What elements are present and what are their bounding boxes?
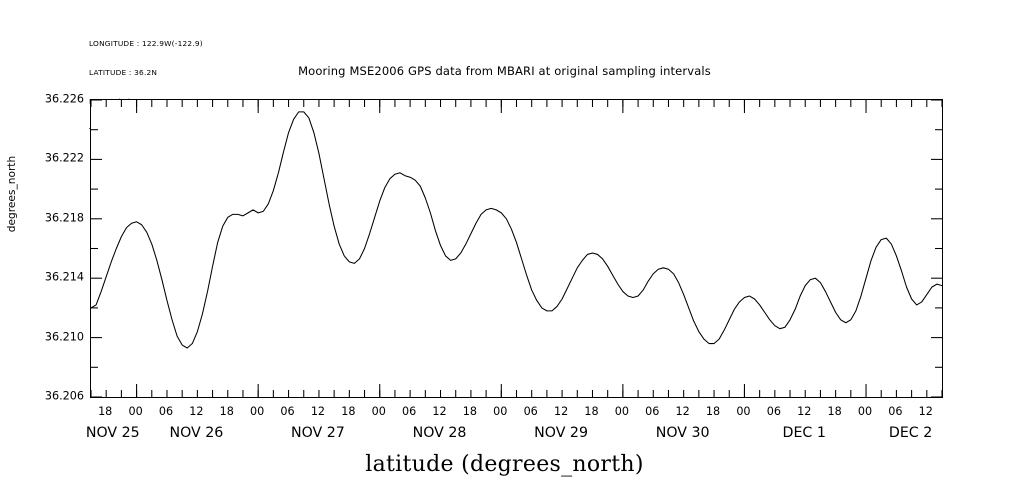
x-tick-hour-label: 06 xyxy=(523,405,538,418)
y-tick-label: 36.226 xyxy=(44,92,84,106)
y-tick-label: 36.206 xyxy=(44,389,84,403)
x-tick-hour-label: 06 xyxy=(645,405,660,418)
x-tick-hour-label: 18 xyxy=(462,405,478,418)
y-tick-label: 36.210 xyxy=(44,330,84,344)
x-tick-hour-label: 00 xyxy=(371,405,386,418)
x-tick-day-label: NOV 28 xyxy=(412,425,467,441)
x-tick-day-label: DEC 1 xyxy=(782,425,826,441)
x-tick-hour-label: 12 xyxy=(553,405,569,418)
x-tick-hour-label: 00 xyxy=(857,405,873,418)
data-line-latitude xyxy=(91,111,942,349)
x-tick-hour-label: 06 xyxy=(888,405,903,418)
x-tick-hour-label: 00 xyxy=(736,405,751,418)
y-tick-label: 36.218 xyxy=(44,211,84,225)
x-axis-hour-labels: 18 00 06 12 18 00 06 12 18 00 06 12 18 00 06 12 18 00 06 12… xyxy=(90,405,941,421)
y-tick-label: 36.214 xyxy=(44,270,84,284)
x-tick-hour-label: 12 xyxy=(675,405,690,418)
x-tick-hour-label: 00 xyxy=(250,405,265,418)
x-tick-day-label: NOV 26 xyxy=(169,425,224,441)
series-plot xyxy=(91,100,942,397)
x-axis-day-labels: NOV 25 NOV 26 NOV 27 NOV 28 NOV 29 NOV 30 DEC … xyxy=(86,425,941,445)
x-tick-day-label: NOV 29 xyxy=(534,425,588,441)
x-tick-hour-label: 18 xyxy=(341,405,356,418)
metadata-longitude: LONGITUDE : 122.9W(-122.9) xyxy=(89,39,203,49)
x-tick-hour-label: 18 xyxy=(219,405,234,418)
x-tick-hour-label: 00 xyxy=(614,405,629,418)
x-tick-hour-label: 12 xyxy=(189,405,204,418)
x-tick-hour-label: 12 xyxy=(797,405,812,418)
axis-ticks xyxy=(91,100,942,397)
x-tick-day-label: NOV 30 xyxy=(655,425,710,441)
x-tick-hour-label: 06 xyxy=(280,405,295,418)
x-tick-hour-label: 00 xyxy=(128,405,143,418)
x-axis-title: latitude (degrees_north) xyxy=(365,452,644,477)
x-tick-hour-label: 06 xyxy=(158,405,174,418)
x-tick-hour-label: 06 xyxy=(402,405,417,418)
x-tick-hour-label: 00 xyxy=(493,405,508,418)
metadata-latitude: LATITUDE : 36.2N xyxy=(89,67,158,77)
x-tick-hour-label: 18 xyxy=(98,405,113,418)
chart-title: Mooring MSE2006 GPS data from MBARI at o… xyxy=(298,64,711,78)
x-tick-hour-label: 18 xyxy=(584,405,599,418)
y-tick-label: 36.222 xyxy=(44,151,84,165)
y-axis-tick-labels: 36.226 36.222 36.218 36.214 36.210 36.206 xyxy=(12,93,84,403)
x-tick-day-label: NOV 25 xyxy=(85,425,140,441)
x-tick-hour-label: 12 xyxy=(918,405,933,418)
x-tick-hour-label: 12 xyxy=(432,405,447,418)
x-tick-day-label: DEC 2 xyxy=(888,425,933,441)
x-tick-hour-label: 12 xyxy=(310,405,326,418)
x-tick-hour-label: 06 xyxy=(766,405,781,418)
x-tick-hour-label: 18 xyxy=(705,405,721,418)
x-tick-hour-label: 18 xyxy=(827,405,842,418)
plot-area xyxy=(90,99,943,398)
x-tick-day-label: NOV 27 xyxy=(291,425,345,441)
